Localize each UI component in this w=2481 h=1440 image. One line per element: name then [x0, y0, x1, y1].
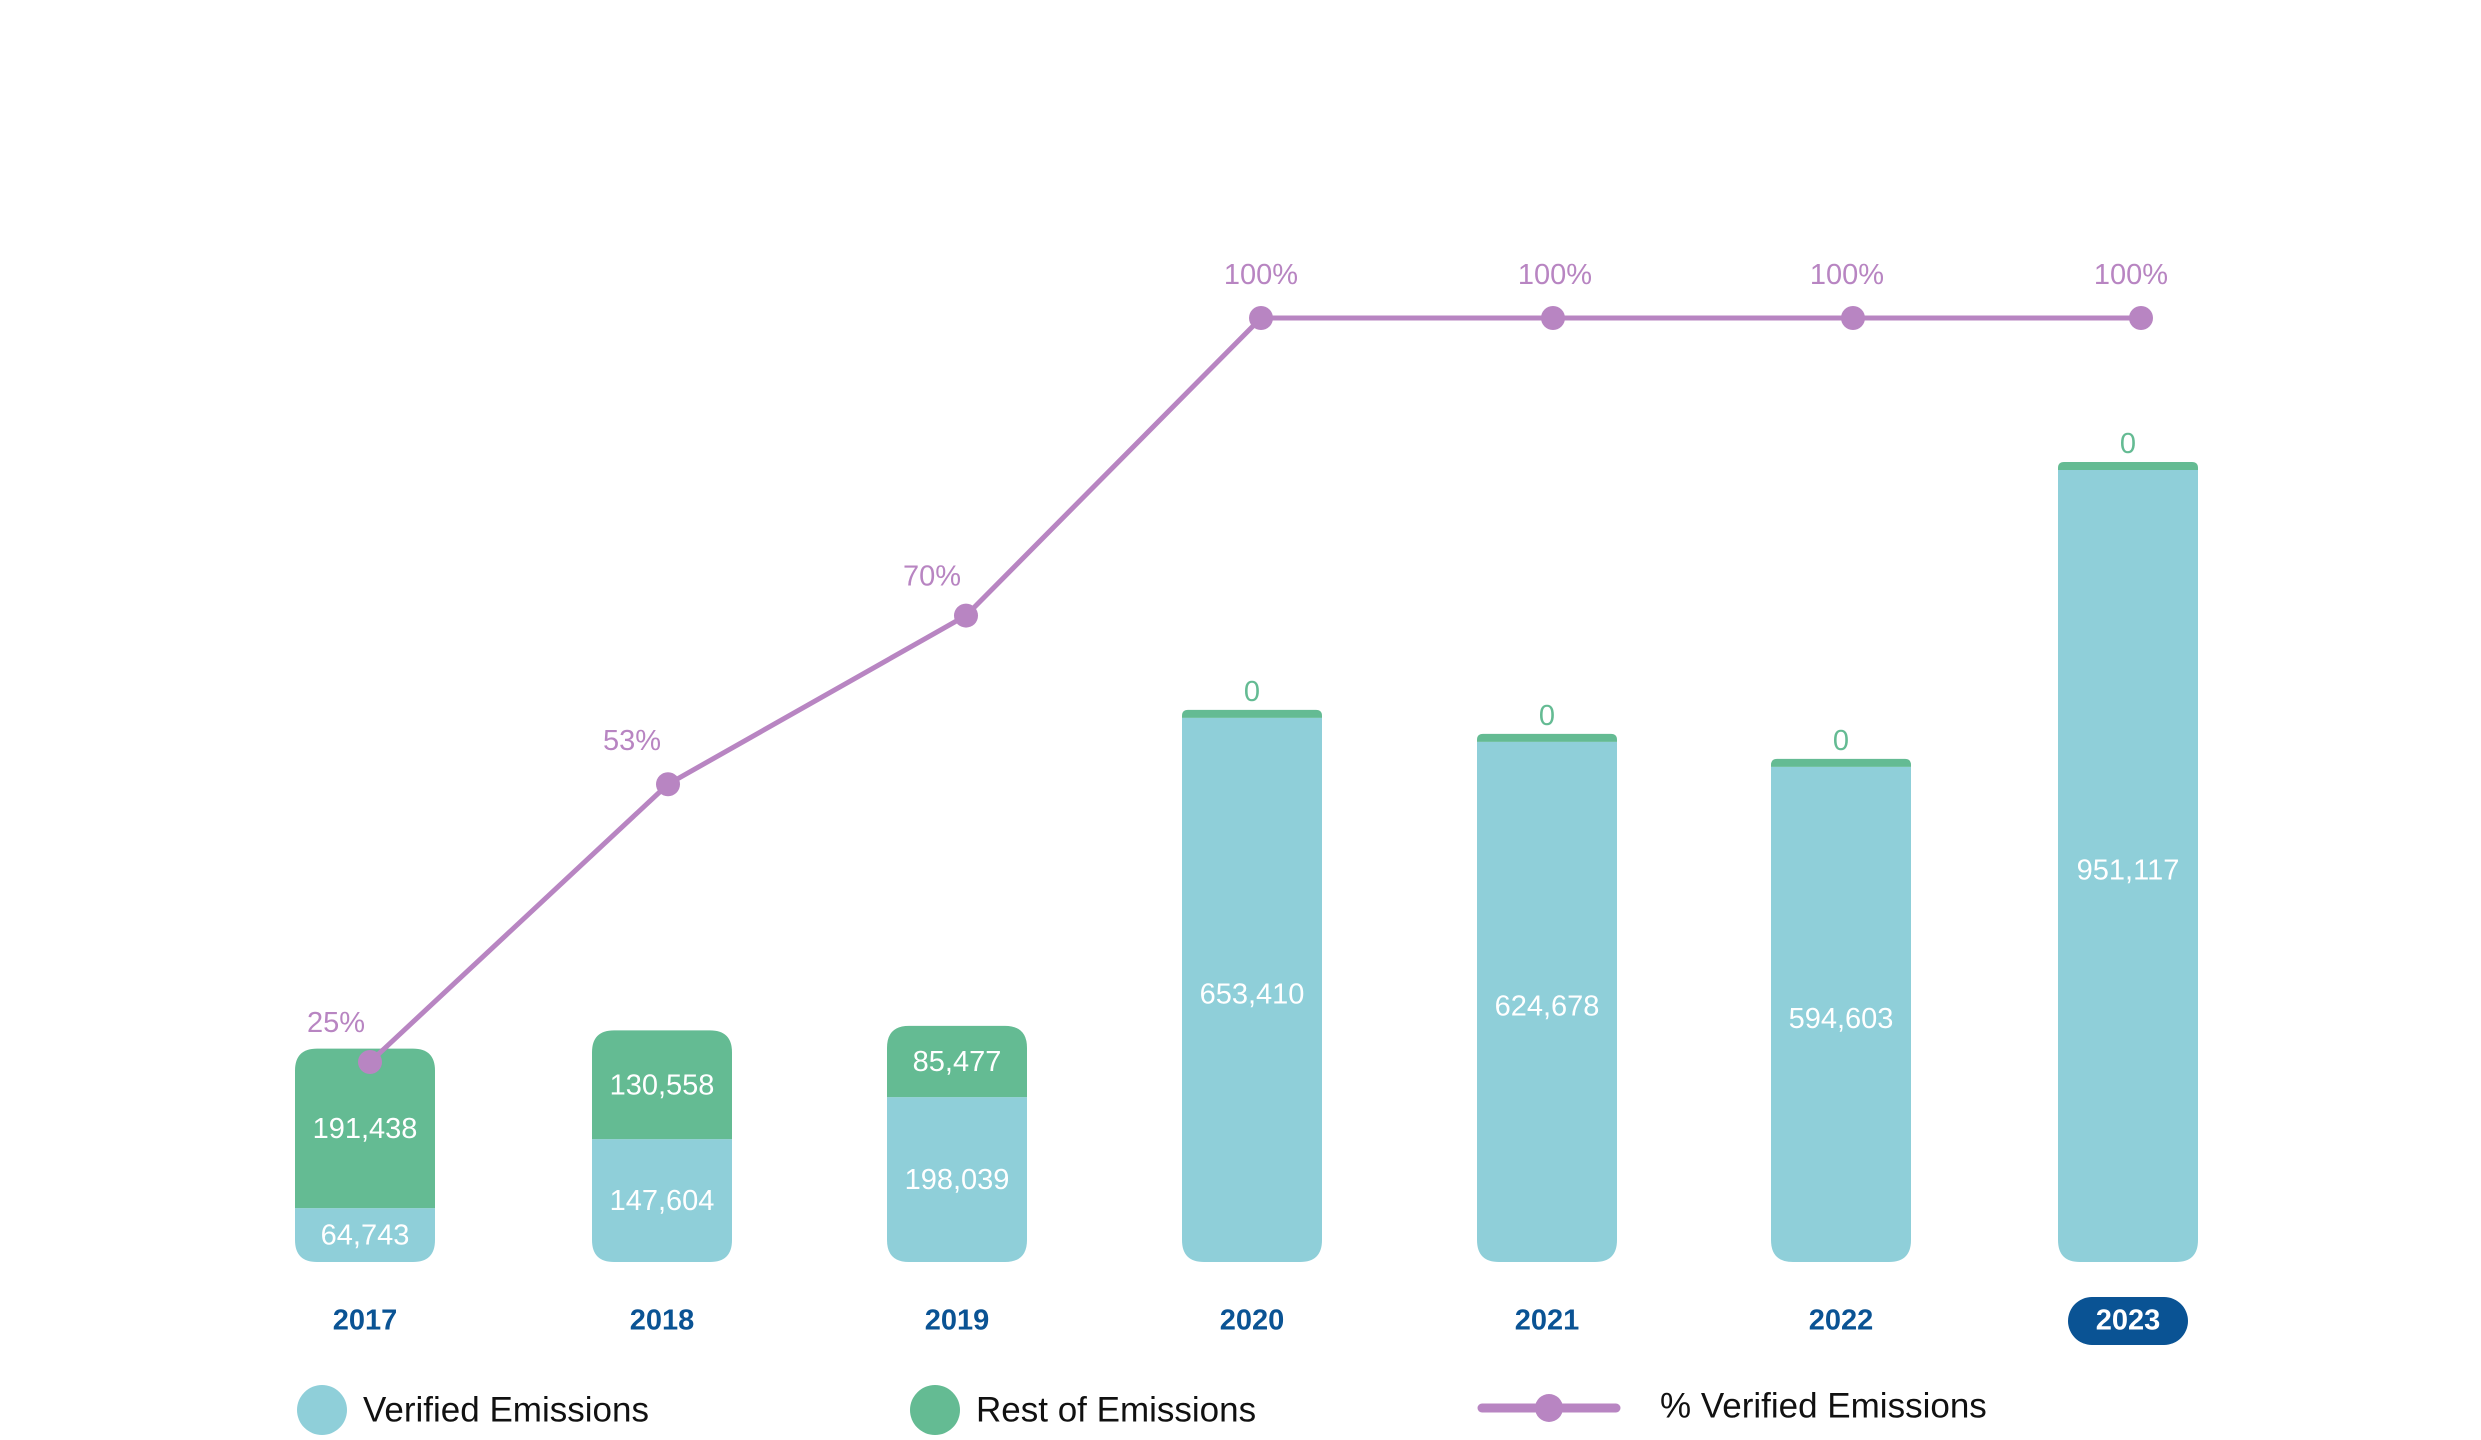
bar-verified-2021[interactable] [1477, 741, 1617, 1262]
bar-rest-2022[interactable] [1771, 758, 1911, 767]
line-marker-2017[interactable] [358, 1050, 382, 1074]
bar-verified-2017[interactable] [295, 1208, 435, 1262]
bar-label-rest-2017: 191,438 [313, 1113, 418, 1145]
bar-label-verified-2019: 198,039 [905, 1164, 1010, 1196]
line-label-2019: 70% [903, 561, 961, 593]
bar-group-2019[interactable]: 198,039 85,477 [887, 1025, 1027, 1262]
x-tick-label-2023: 2023 [2096, 1305, 2161, 1337]
bar-verified-2020[interactable] [1182, 717, 1322, 1262]
legend-item-rest-of-emissions[interactable]: Rest of Emissions [910, 1385, 1256, 1435]
x-tick-label-2018: 2018 [630, 1305, 695, 1337]
bars-layer: 64,743 191,438 147,604 130,558 198,039 85,477… [295, 428, 2198, 1262]
line-marker-2020[interactable] [1249, 306, 1273, 330]
x-tick-label-2021: 2021 [1515, 1305, 1580, 1337]
legend-swatch-rest-of-emissions [910, 1385, 960, 1435]
bar-group-2020[interactable]: 653,410 0 [1182, 676, 1322, 1262]
bar-rest-2023[interactable] [2058, 462, 2198, 470]
x-tick-highlight-pill [2068, 1297, 2188, 1345]
bar-verified-2023[interactable] [2058, 470, 2198, 1262]
legend-item-verified-emissions[interactable]: Verified Emissions [297, 1385, 649, 1435]
line-marker-2022[interactable] [1841, 306, 1865, 330]
bar-label-rest-2019: 85,477 [913, 1046, 1002, 1078]
legend-label-rest-of-emissions: Rest of Emissions [976, 1390, 1256, 1429]
line-label-2017: 25% [307, 1007, 365, 1039]
x-tick-label-2020: 2020 [1220, 1305, 1285, 1337]
line-label-2023: 100% [2094, 259, 2168, 291]
x-tick-label-2019: 2019 [925, 1305, 990, 1337]
bar-rest-2019[interactable] [887, 1025, 1027, 1098]
line-layer: 25% 53% 70% 100% 100% 100% 100% [307, 259, 2168, 1074]
bar-label-verified-2018: 147,604 [610, 1185, 715, 1217]
bar-group-2018[interactable]: 147,604 130,558 [592, 1030, 732, 1262]
legend-label-verified-emissions: Verified Emissions [363, 1390, 649, 1429]
bar-verified-2018[interactable] [592, 1139, 732, 1262]
line-marker-2019[interactable] [954, 603, 978, 628]
bar-verified-2022[interactable] [1771, 766, 1911, 1262]
line-marker-2023[interactable] [2129, 306, 2153, 330]
line-label-2021: 100% [1518, 259, 1592, 291]
bar-label-rest-2018: 130,558 [610, 1069, 715, 1101]
bar-label-verified-2022: 594,603 [1789, 1003, 1894, 1035]
bar-label-rest-2020: 0 [1244, 676, 1260, 708]
bar-rest-2017[interactable] [295, 1048, 435, 1209]
x-tick-label-2022: 2022 [1809, 1305, 1874, 1337]
bar-label-rest-2021: 0 [1539, 700, 1555, 732]
bar-label-rest-2023: 0 [2120, 428, 2136, 460]
line-marker-2021[interactable] [1541, 306, 1565, 330]
legend-label-percent-verified-emissions: % Verified Emissions [1660, 1386, 1987, 1425]
bar-group-2021[interactable]: 624,678 0 [1477, 700, 1617, 1262]
bar-verified-2019[interactable] [887, 1097, 1027, 1262]
bar-label-verified-2021: 624,678 [1495, 991, 1600, 1023]
bar-group-2023[interactable]: 951,117 0 [2058, 428, 2198, 1262]
x-tick-label-2017: 2017 [333, 1305, 398, 1337]
line-label-2020: 100% [1224, 259, 1298, 291]
bar-label-rest-2022: 0 [1833, 725, 1849, 757]
legend: Verified Emissions Rest of Emissions % V… [297, 1385, 1987, 1435]
line-marker-2018[interactable] [656, 772, 680, 797]
bar-label-verified-2020: 653,410 [1200, 979, 1305, 1011]
legend-swatch-verified-emissions [297, 1385, 347, 1435]
line-label-2022: 100% [1810, 259, 1884, 291]
bar-label-verified-2017: 64,743 [321, 1220, 410, 1252]
bar-rest-2021[interactable] [1477, 733, 1617, 742]
line-label-2018: 53% [603, 725, 661, 757]
legend-item-percent-verified-emissions[interactable]: % Verified Emissions [1477, 1386, 1987, 1425]
bar-rest-2018[interactable] [592, 1030, 732, 1140]
legend-marker-percent-verified [1535, 1394, 1563, 1422]
x-axis: 2017 2018 2019 2020 2021 2022 2023 [333, 1297, 2188, 1345]
bar-label-verified-2023: 951,117 [2077, 855, 2180, 887]
bar-group-2017[interactable]: 64,743 191,438 [295, 1048, 435, 1262]
bar-group-2022[interactable]: 594,603 0 [1771, 725, 1911, 1262]
bar-rest-2020[interactable] [1182, 709, 1322, 718]
